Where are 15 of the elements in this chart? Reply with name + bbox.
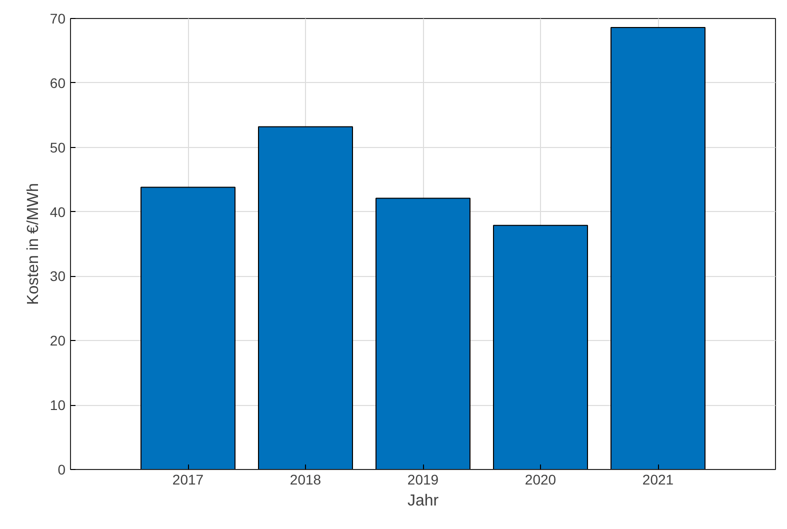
x-axis-title: Jahr <box>407 492 440 510</box>
y-tick-label: 70 <box>50 10 66 26</box>
y-tick-label: 30 <box>50 268 66 284</box>
x-tick-label: 2019 <box>407 472 439 488</box>
x-tick-label: 2017 <box>172 472 204 488</box>
x-tick-label: 2020 <box>524 472 556 488</box>
y-tick-label: 0 <box>58 462 66 478</box>
y-tick-label: 10 <box>50 397 66 414</box>
y-tick-label: 20 <box>50 332 66 349</box>
y-tick-label: 50 <box>50 139 66 156</box>
x-tick-label: 2018 <box>290 472 322 488</box>
y-tick-label: 40 <box>50 204 66 220</box>
y-tick-label: 60 <box>50 74 66 91</box>
y-axis-title: Kosten in €/MWh <box>24 183 42 305</box>
x-tick-label: 2021 <box>642 472 674 488</box>
